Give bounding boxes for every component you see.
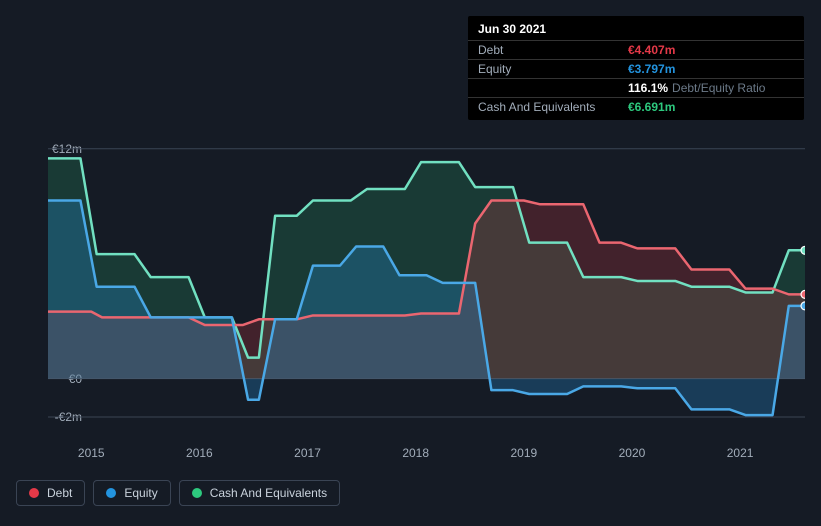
- x-axis-label: 2019: [510, 446, 537, 460]
- legend-label: Equity: [124, 486, 157, 500]
- legend-label: Cash And Equivalents: [210, 486, 327, 500]
- legend-item-equity[interactable]: Equity: [93, 480, 170, 506]
- tooltip-value: €3.797m: [628, 62, 675, 76]
- legend-dot-icon: [192, 488, 202, 498]
- tooltip-label: Equity: [478, 62, 628, 76]
- tooltip-label: Debt: [478, 43, 628, 57]
- tooltip-label: Cash And Equivalents: [478, 100, 628, 114]
- chart-plot[interactable]: [48, 120, 805, 440]
- legend-dot-icon: [29, 488, 39, 498]
- tooltip-value: €6.691m: [628, 100, 675, 114]
- legend-item-debt[interactable]: Debt: [16, 480, 85, 506]
- x-axis-label: 2017: [294, 446, 321, 460]
- chart-tooltip: Jun 30 2021 Debt€4.407mEquity€3.797m116.…: [468, 16, 804, 120]
- chart-legend: Debt Equity Cash And Equivalents: [16, 480, 340, 506]
- tooltip-row-equity: Equity€3.797m: [468, 59, 804, 78]
- x-axis-label: 2021: [727, 446, 754, 460]
- tooltip-suffix: Debt/Equity Ratio: [672, 81, 765, 95]
- tooltip-date: Jun 30 2021: [468, 16, 804, 40]
- x-axis-label: 2015: [78, 446, 105, 460]
- chart-area: €12m€0-€2m: [16, 120, 805, 440]
- x-axis-label: 2016: [186, 446, 213, 460]
- x-axis-label: 2020: [619, 446, 646, 460]
- tooltip-row-ratio: 116.1%Debt/Equity Ratio: [468, 78, 804, 97]
- legend-label: Debt: [47, 486, 72, 500]
- tooltip-label: [478, 81, 628, 95]
- tooltip-row-debt: Debt€4.407m: [468, 40, 804, 59]
- x-axis: 2015 2016 2017 2018 2019 2020 2021: [48, 446, 805, 466]
- tooltip-value: 116.1%Debt/Equity Ratio: [628, 81, 765, 95]
- tooltip-row-cash: Cash And Equivalents€6.691m: [468, 97, 804, 120]
- x-axis-label: 2018: [402, 446, 429, 460]
- legend-item-cash-and-equivalents[interactable]: Cash And Equivalents: [179, 480, 340, 506]
- legend-dot-icon: [106, 488, 116, 498]
- tooltip-value: €4.407m: [628, 43, 675, 57]
